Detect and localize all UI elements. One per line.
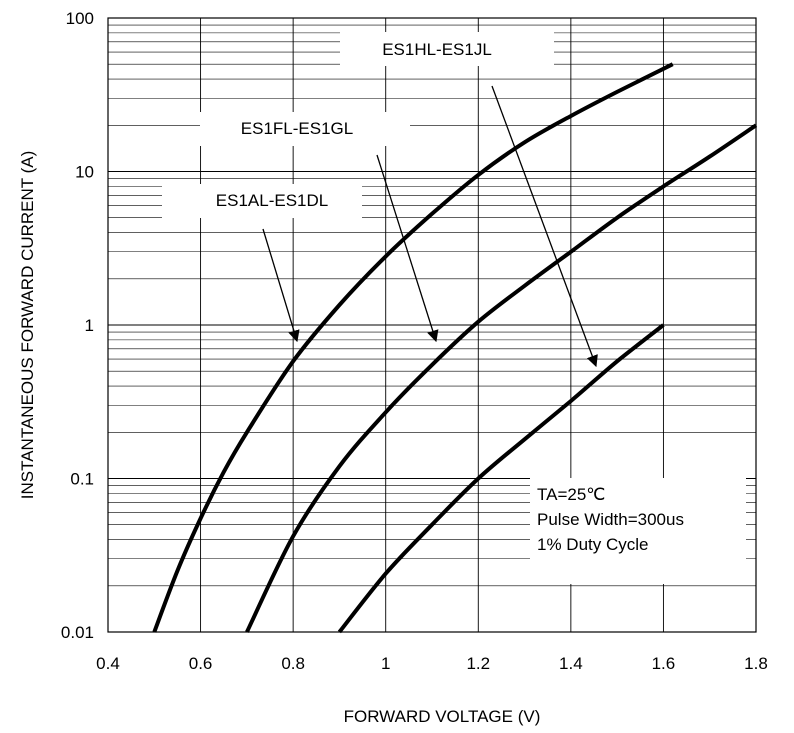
x-tick-label: 1.8 <box>744 654 768 673</box>
condition-line-3: 1% Duty Cycle <box>537 535 648 554</box>
y-tick-label: 10 <box>75 163 94 182</box>
condition-line-2: Pulse Width=300us <box>537 510 684 529</box>
callout-arrow-3 <box>491 85 598 368</box>
y-tick-label: 0.1 <box>70 470 94 489</box>
series-line-1 <box>152 62 674 633</box>
x-tick-label: 0.6 <box>189 654 213 673</box>
callout-arrow-1 <box>262 228 300 343</box>
y-axis-title: INSTANTANEOUS FORWARD CURRENT (A) <box>18 151 37 500</box>
callout-box-1 <box>162 184 362 218</box>
condition-line-1: TA=25℃ <box>537 485 605 504</box>
conditions-box <box>530 478 746 584</box>
y-tick-label: 100 <box>66 9 94 28</box>
plot-frame <box>107 17 757 633</box>
series-label-1: ES1AL-ES1DL <box>216 191 328 210</box>
y-tick-label: 1 <box>85 316 94 335</box>
callout-box-3 <box>340 32 554 66</box>
x-tick-label: 1.2 <box>466 654 490 673</box>
series-line-2 <box>245 123 758 633</box>
x-tick-label: 1.6 <box>652 654 676 673</box>
conditions-note: TA=25℃ Pulse Width=300us 1% Duty Cycle <box>530 478 746 584</box>
x-tick-label: 1.4 <box>559 654 583 673</box>
data-curves <box>152 62 758 634</box>
callout-box-2 <box>200 112 410 146</box>
y-tick-label: 0.01 <box>61 623 94 642</box>
series-label-3: ES1HL-ES1JL <box>382 40 492 59</box>
series-callouts: ES1AL-ES1DL ES1FL-ES1GL ES1HL-ES1JL <box>162 32 598 368</box>
series-line-3 <box>337 323 665 634</box>
plot-border <box>107 17 757 633</box>
x-tick-label: 0.8 <box>281 654 305 673</box>
callout-arrow-2 <box>376 154 439 343</box>
x-tick-label: 0.4 <box>96 654 120 673</box>
series-label-2: ES1FL-ES1GL <box>241 119 353 138</box>
x-tick-label: 1 <box>381 654 390 673</box>
x-axis-title: FORWARD VOLTAGE (V) <box>344 707 541 726</box>
tick-labels: 0.4 0.6 0.8 1 1.2 1.4 1.6 1.8 0.01 0.1 1 10 100 <box>61 9 768 673</box>
